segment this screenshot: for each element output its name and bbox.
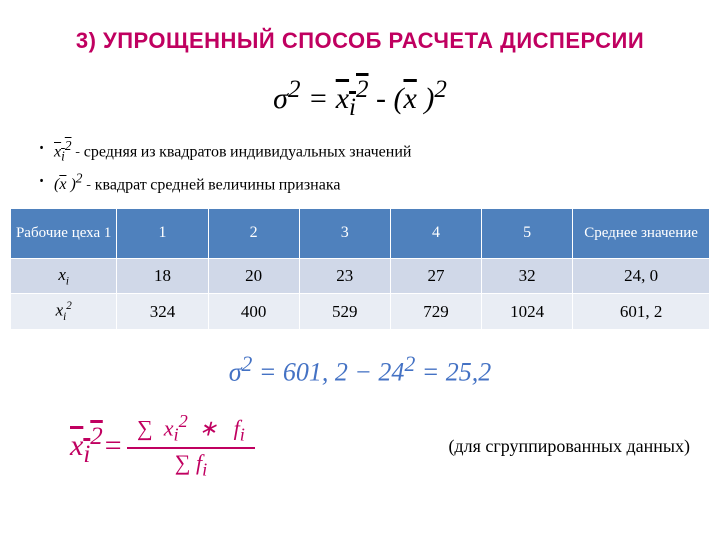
r1c1: 18	[117, 258, 208, 293]
r2c6: 601, 2	[573, 294, 710, 330]
r1-label: xi	[11, 258, 117, 293]
definition-item-1: xi2 - средняя из квадратов индивидуальны…	[38, 138, 720, 165]
th-1: 1	[117, 208, 208, 258]
th-2: 2	[208, 208, 299, 258]
section-title: 3) УПРОЩЕННЫЙ СПОСОБ РАСЧЕТА ДИСПЕРСИИ	[0, 0, 720, 54]
table-row-xi: xi 18 20 23 27 32 24, 0	[11, 258, 710, 293]
definition-list: xi2 - средняя из квадратов индивидуальны…	[38, 138, 720, 194]
r1c2: 20	[208, 258, 299, 293]
def1-text: - средняя из квадратов индивидуальных зн…	[71, 142, 411, 160]
r2c5: 1024	[482, 294, 573, 330]
r2c2: 400	[208, 294, 299, 330]
r1c4: 27	[390, 258, 481, 293]
def2-text: - квадрат средней величины признака	[82, 175, 340, 193]
main-variance-formula: σ2 = xi2 - (x )2	[0, 76, 720, 122]
th-3: 3	[299, 208, 390, 258]
title-text: УПРОЩЕННЫЙ СПОСОБ РАСЧЕТА ДИСПЕРСИИ	[103, 28, 644, 53]
fraction-numerator: ∑ xi2 ∗ fi	[127, 410, 255, 450]
r2c1: 324	[117, 294, 208, 330]
th-5: 5	[482, 208, 573, 258]
r1c3: 23	[299, 258, 390, 293]
def2-math: (x )2	[54, 176, 82, 193]
r2c3: 529	[299, 294, 390, 330]
grouped-data-note: (для сгруппированных данных)	[448, 436, 690, 457]
r1c5: 32	[482, 258, 573, 293]
table-header-row: Рабочие цеха 1 1 2 3 4 5 Среднее значени…	[11, 208, 710, 258]
fraction-denominator: ∑ fi	[165, 449, 217, 482]
th-4: 4	[390, 208, 481, 258]
data-table: Рабочие цеха 1 1 2 3 4 5 Среднее значени…	[10, 208, 710, 330]
r2-label: xi2	[11, 294, 117, 330]
table-row-xi2: xi2 324 400 529 729 1024 601, 2	[11, 294, 710, 330]
definition-item-2: (x )2 - квадрат средней величины признак…	[38, 171, 720, 194]
def1-math: xi2	[54, 143, 71, 160]
calculation-formula: σ2 = 601, 2 − 242 = 25,2	[0, 352, 720, 388]
fraction: ∑ xi2 ∗ fi ∑ fi	[127, 410, 255, 483]
title-number: 3)	[76, 28, 97, 53]
grouped-data-formula: xi2= ∑ xi2 ∗ fi ∑ fi	[70, 410, 255, 483]
bottom-row: xi2= ∑ xi2 ∗ fi ∑ fi (для сгруппированны…	[70, 410, 690, 483]
r2c4: 729	[390, 294, 481, 330]
th-6: Среднее значение	[573, 208, 710, 258]
r1c6: 24, 0	[573, 258, 710, 293]
th-0: Рабочие цеха 1	[11, 208, 117, 258]
data-table-wrap: Рабочие цеха 1 1 2 3 4 5 Среднее значени…	[10, 208, 710, 330]
grouped-lhs: xi2=	[70, 423, 123, 469]
